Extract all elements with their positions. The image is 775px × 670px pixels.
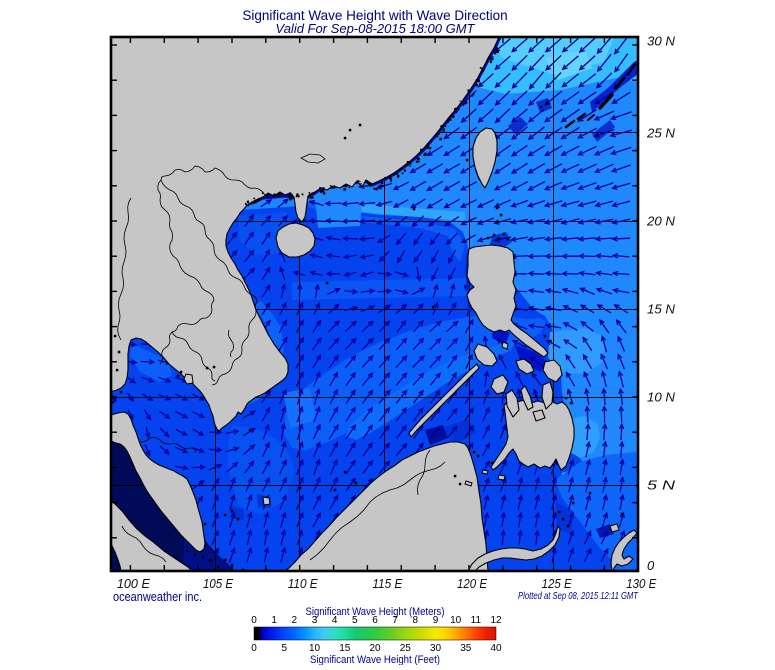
svg-text:Significant Wave Height (Meter: Significant Wave Height (Meters) [306,606,445,618]
svg-text:10 N: 10 N [647,390,676,405]
svg-text:105 E: 105 E [203,576,233,591]
svg-text:15 N: 15 N [647,302,676,317]
svg-text:35: 35 [460,643,472,654]
svg-text:5: 5 [281,643,287,654]
svg-text:3: 3 [312,615,318,626]
svg-text:7: 7 [392,615,398,626]
svg-text:20: 20 [369,643,381,654]
svg-text:125 E: 125 E [542,576,572,591]
svg-text:25 N: 25 N [646,126,676,141]
svg-text:100 E: 100 E [117,576,150,591]
svg-text:6: 6 [372,615,378,626]
svg-text:30 N: 30 N [647,34,676,49]
svg-text:130 E: 130 E [626,576,656,591]
svg-text:0: 0 [647,558,655,573]
svg-text:115 E: 115 E [372,576,402,591]
svg-text:Significant Wave Height (Feet): Significant Wave Height (Feet) [310,654,440,665]
svg-text:2: 2 [292,615,298,626]
svg-text:10: 10 [450,615,462,626]
svg-text:9: 9 [433,615,439,626]
svg-text:5 N: 5 N [647,478,676,493]
svg-text:oceanweather inc.: oceanweather inc. [113,589,202,604]
svg-text:110 E: 110 E [288,576,318,591]
svg-text:10: 10 [309,643,321,654]
svg-text:0: 0 [251,615,257,626]
svg-text:12: 12 [490,615,502,626]
svg-text:15: 15 [339,643,351,654]
svg-text:30: 30 [430,643,442,654]
svg-text:40: 40 [490,643,502,654]
svg-text:0: 0 [251,643,257,654]
svg-text:8: 8 [413,615,419,626]
svg-text:4: 4 [332,615,338,626]
svg-text:5: 5 [352,615,358,626]
svg-text:Plotted at Sep 08, 2015 12:11: Plotted at Sep 08, 2015 12:11 GMT [518,590,639,602]
svg-text:Valid For Sep-08-2015 18:00 GM: Valid For Sep-08-2015 18:00 GMT [276,21,476,36]
svg-text:1: 1 [271,615,277,626]
svg-text:11: 11 [471,615,482,626]
svg-text:20 N: 20 N [646,214,676,229]
svg-text:120 E: 120 E [457,576,487,591]
svg-text:25: 25 [400,643,412,654]
svg-text:Significant Wave Height with W: Significant Wave Height with Wave Direct… [242,8,507,23]
